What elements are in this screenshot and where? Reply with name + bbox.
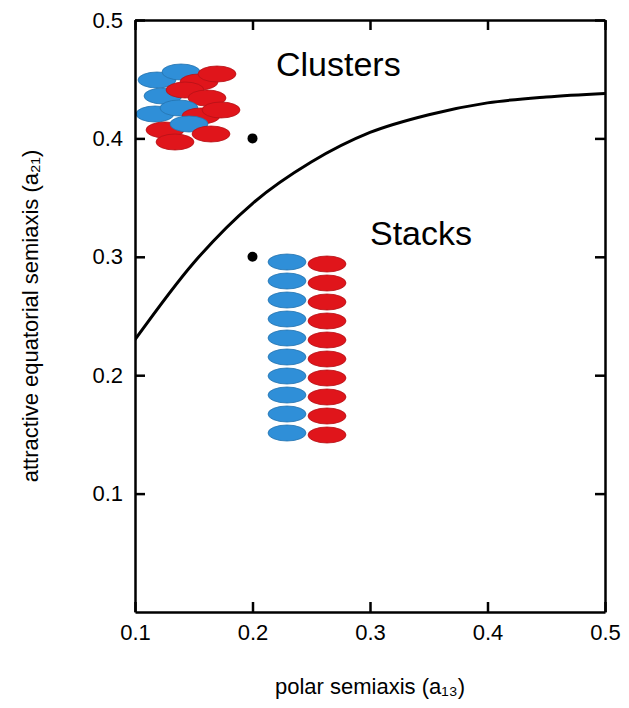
- tick-mark: [369, 602, 372, 612]
- axis-line: [604, 21, 607, 613]
- point: [248, 252, 258, 262]
- tick-label: 0.2: [238, 620, 269, 645]
- stack-icon-ellipse: [308, 370, 346, 386]
- stack-icon-ellipse: [308, 275, 346, 291]
- stack-icon-ellipse: [308, 408, 346, 424]
- stack-icon-ellipse: [268, 292, 306, 308]
- x-axis-top: [136, 20, 606, 30]
- y-axis-right: [595, 21, 606, 613]
- x-axis: 0.1 0.2 0.3 0.4 0.5: [120, 602, 621, 645]
- illustrations: [136, 64, 346, 443]
- tick-mark: [369, 20, 372, 30]
- tick-mark: [135, 493, 145, 496]
- y-axis-title: attractive equatorial semiaxis (a₂₁): [18, 150, 43, 483]
- tick-label: 0.4: [92, 126, 123, 151]
- tick-mark: [595, 493, 605, 496]
- stack-icon-ellipse: [268, 311, 306, 327]
- boundary-line: [135, 93, 605, 339]
- tick-label: 0.3: [92, 244, 123, 269]
- tick: 0.1: [92, 481, 145, 506]
- region-label: Clusters: [276, 45, 401, 83]
- tick-label: 0.5: [590, 620, 621, 645]
- stack-icon-ellipse: [268, 387, 306, 403]
- cluster-icon-ellipse: [202, 102, 240, 118]
- tick-mark: [135, 374, 145, 377]
- tick-label: 0.3: [355, 620, 386, 645]
- tick-mark: [595, 374, 605, 377]
- cluster-icon-ellipse: [156, 134, 194, 150]
- tick-mark: [135, 19, 145, 22]
- stack-icon-ellipse: [308, 294, 346, 310]
- stack-icon-ellipse: [308, 351, 346, 367]
- tick: [595, 375, 605, 376]
- tick: 0.2: [238, 602, 269, 645]
- tick-mark: [487, 20, 490, 30]
- stack-icon-ellipse: [268, 254, 306, 270]
- stack-icon-ellipse: [268, 425, 306, 441]
- tick-label: 0.1: [120, 620, 151, 645]
- y-axis: 0.1 0.2 0.3 0.4 0.5: [92, 8, 145, 613]
- stack-icon-ellipse: [268, 349, 306, 365]
- axis-line: [134, 21, 137, 613]
- tick-mark: [595, 19, 605, 22]
- stack-icon-ellipse: [268, 273, 306, 289]
- tick: [253, 20, 254, 30]
- tick-mark: [487, 602, 490, 612]
- plot: 0.1 0.2 0.3 0.4 0.5 0.1 0.2 0.3 0.4 0.5 Clusters St…: [92, 8, 620, 645]
- stack-icon-ellipse: [268, 368, 306, 384]
- tick: [488, 20, 489, 30]
- tick: [595, 494, 605, 495]
- tick-mark: [252, 20, 255, 30]
- tick-mark: [595, 256, 605, 259]
- region-label: Stacks: [370, 214, 472, 252]
- stack-icon-ellipse: [268, 406, 306, 422]
- chart: 0.1 0.2 0.3 0.4 0.5 0.1 0.2 0.3 0.4 0.5 Clusters St…: [0, 0, 629, 708]
- tick-label: 0.2: [92, 363, 123, 388]
- cluster-icon-ellipse: [198, 66, 236, 82]
- tick-mark: [135, 138, 145, 141]
- stack-icon-ellipse: [308, 256, 346, 272]
- tick-label: 0.1: [92, 481, 123, 506]
- cluster-icon-ellipse: [192, 126, 230, 142]
- tick: 0.3: [92, 244, 145, 269]
- stack-icon-ellipse: [308, 389, 346, 405]
- tick: 0.2: [92, 363, 145, 388]
- tick: [595, 138, 605, 139]
- tick: [595, 20, 605, 21]
- tick-mark: [135, 256, 145, 259]
- tick-mark: [252, 602, 255, 612]
- tick-label: 0.4: [473, 620, 504, 645]
- tick: 0.4: [473, 602, 504, 645]
- tick: 0.3: [355, 602, 386, 645]
- tick: 0.4: [92, 126, 145, 151]
- stack-icon-ellipse: [308, 332, 346, 348]
- marks: [135, 93, 605, 339]
- tick: [595, 257, 605, 258]
- x-axis-title: polar semiaxis (a₁₃): [275, 674, 465, 699]
- stack-icon-ellipse: [308, 313, 346, 329]
- tick: 0.5: [92, 8, 145, 33]
- tick: [370, 20, 371, 30]
- stack-icon-ellipse: [268, 330, 306, 346]
- tick-mark: [595, 138, 605, 141]
- stack-icon-ellipse: [308, 427, 346, 443]
- point: [248, 133, 258, 143]
- tick-label: 0.5: [92, 8, 123, 33]
